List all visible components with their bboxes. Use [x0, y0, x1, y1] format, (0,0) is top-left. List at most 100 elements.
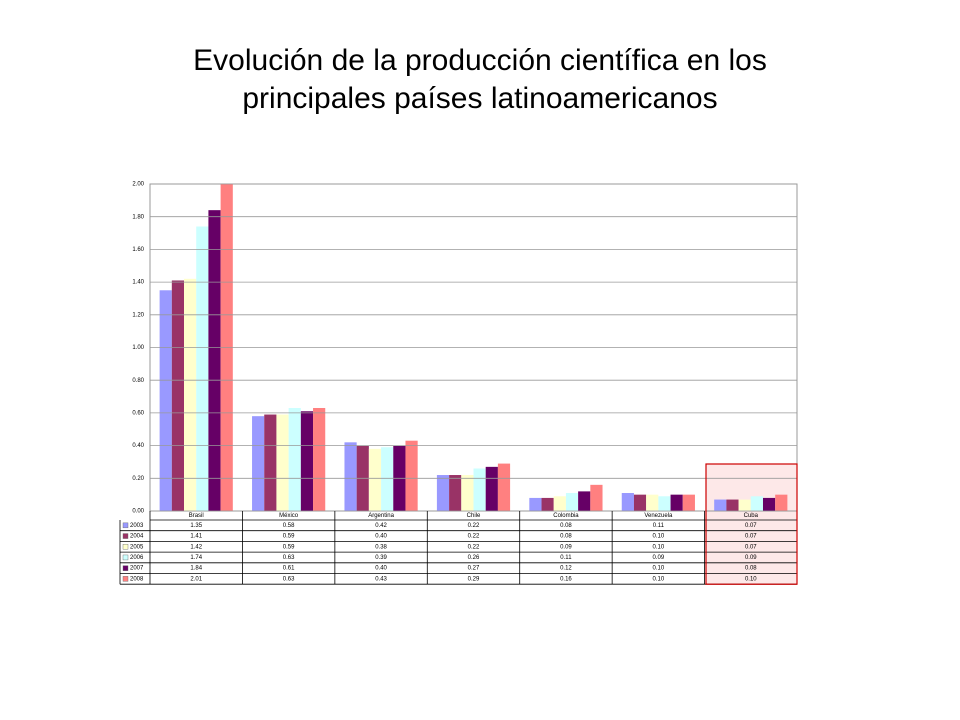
table-value: 0.29 [468, 576, 480, 582]
bar [485, 466, 498, 511]
table-value: 1.42 [190, 544, 202, 550]
bar [621, 493, 634, 511]
bar [565, 493, 579, 511]
chart-title: Evolución de la producción científica en… [193, 44, 767, 115]
table-value: 0.08 [560, 534, 572, 540]
bar [220, 184, 233, 511]
table-value: 0.10 [653, 566, 665, 572]
bar [762, 497, 776, 511]
bar [184, 278, 197, 511]
table-value: 0.38 [375, 544, 387, 550]
bar [252, 416, 265, 511]
legend-label: 2007 [130, 566, 144, 572]
bar [381, 447, 394, 511]
table-value: 0.59 [283, 534, 295, 540]
legend-swatch [122, 522, 129, 529]
table-value: 2.01 [190, 576, 202, 582]
bar [264, 414, 277, 511]
bar [726, 499, 739, 511]
highlight-fill [706, 464, 797, 585]
table-value: 0.16 [560, 576, 572, 582]
legend-label: 2006 [130, 555, 144, 561]
bar [775, 494, 788, 511]
table-value: 0.63 [283, 576, 295, 582]
bar [159, 290, 172, 511]
y-tick-label: 0.60 [132, 410, 144, 416]
bar [449, 475, 462, 511]
legend-label: 2005 [130, 544, 144, 550]
table-value: 0.09 [560, 544, 572, 550]
bar [436, 475, 450, 511]
y-tick-label: 0.40 [132, 443, 144, 449]
bar [529, 497, 542, 511]
table-value: 0.26 [468, 555, 480, 561]
bar [633, 494, 647, 511]
table-value: 0.22 [468, 544, 480, 550]
table-value: 0.09 [745, 555, 757, 561]
bar [461, 475, 474, 511]
y-tick-label: 2.00 [132, 182, 144, 188]
table-value: 0.09 [653, 555, 665, 561]
table-value: 0.11 [560, 555, 572, 561]
y-tick-label: 0.20 [132, 476, 144, 482]
table-value: 0.08 [745, 566, 757, 572]
table-value: 0.42 [375, 523, 387, 529]
y-tick-label: 0.80 [132, 378, 144, 384]
bar [553, 496, 566, 511]
legend-label: 2008 [130, 576, 144, 582]
legend-swatch [122, 533, 129, 539]
y-tick-label: 1.80 [132, 214, 144, 220]
legend-label: 2003 [130, 523, 144, 529]
y-tick-label: 1.60 [132, 247, 144, 253]
table-value: 0.43 [375, 576, 387, 582]
table-value: 0.40 [375, 534, 387, 540]
table-value: 0.61 [283, 566, 295, 572]
bar [344, 442, 357, 511]
bar [658, 496, 671, 511]
table-value: 0.08 [560, 523, 572, 529]
category-label: México [279, 513, 299, 519]
bar [288, 407, 301, 511]
legend-label: 2004 [130, 534, 144, 540]
table-value: 0.22 [468, 523, 480, 529]
bar [405, 440, 418, 511]
bar [670, 494, 683, 511]
bar [473, 468, 486, 511]
table-value: 0.27 [468, 566, 480, 572]
table-value: 0.10 [745, 576, 757, 582]
table-value: 0.39 [375, 555, 387, 561]
table-value: 1.74 [190, 555, 202, 561]
bar [171, 280, 185, 511]
table-value: 0.63 [283, 555, 295, 561]
bar [578, 491, 591, 511]
table-value: 0.58 [283, 523, 295, 529]
highlight-box [705, 463, 798, 585]
category-label: Colombia [553, 513, 579, 519]
table-value: 1.41 [190, 534, 202, 540]
table-value: 0.59 [283, 544, 295, 550]
bar [750, 496, 763, 511]
table-value: 0.10 [653, 544, 665, 550]
bar [276, 414, 289, 511]
category-label: Chile [467, 513, 481, 519]
bar [368, 448, 382, 511]
category-label: Brasil [189, 513, 204, 519]
bar [541, 497, 554, 511]
table-value: 1.35 [190, 523, 202, 529]
bar [300, 411, 314, 511]
table-value: 0.40 [375, 566, 387, 572]
y-tick-label: 1.40 [132, 280, 144, 286]
bar [313, 407, 326, 511]
bar [208, 210, 221, 511]
table-value: 1.84 [190, 566, 202, 572]
bar [738, 499, 751, 511]
y-tick-label: 1.00 [132, 345, 144, 351]
y-tick-label: 1.20 [132, 312, 144, 318]
table-value: 0.22 [468, 534, 480, 540]
table-value: 0.12 [560, 566, 572, 572]
category-label: Argentina [368, 513, 394, 519]
overlay: Brasil México Argentina Chile Colombia Venezu… [119, 463, 798, 585]
bar [497, 463, 511, 511]
